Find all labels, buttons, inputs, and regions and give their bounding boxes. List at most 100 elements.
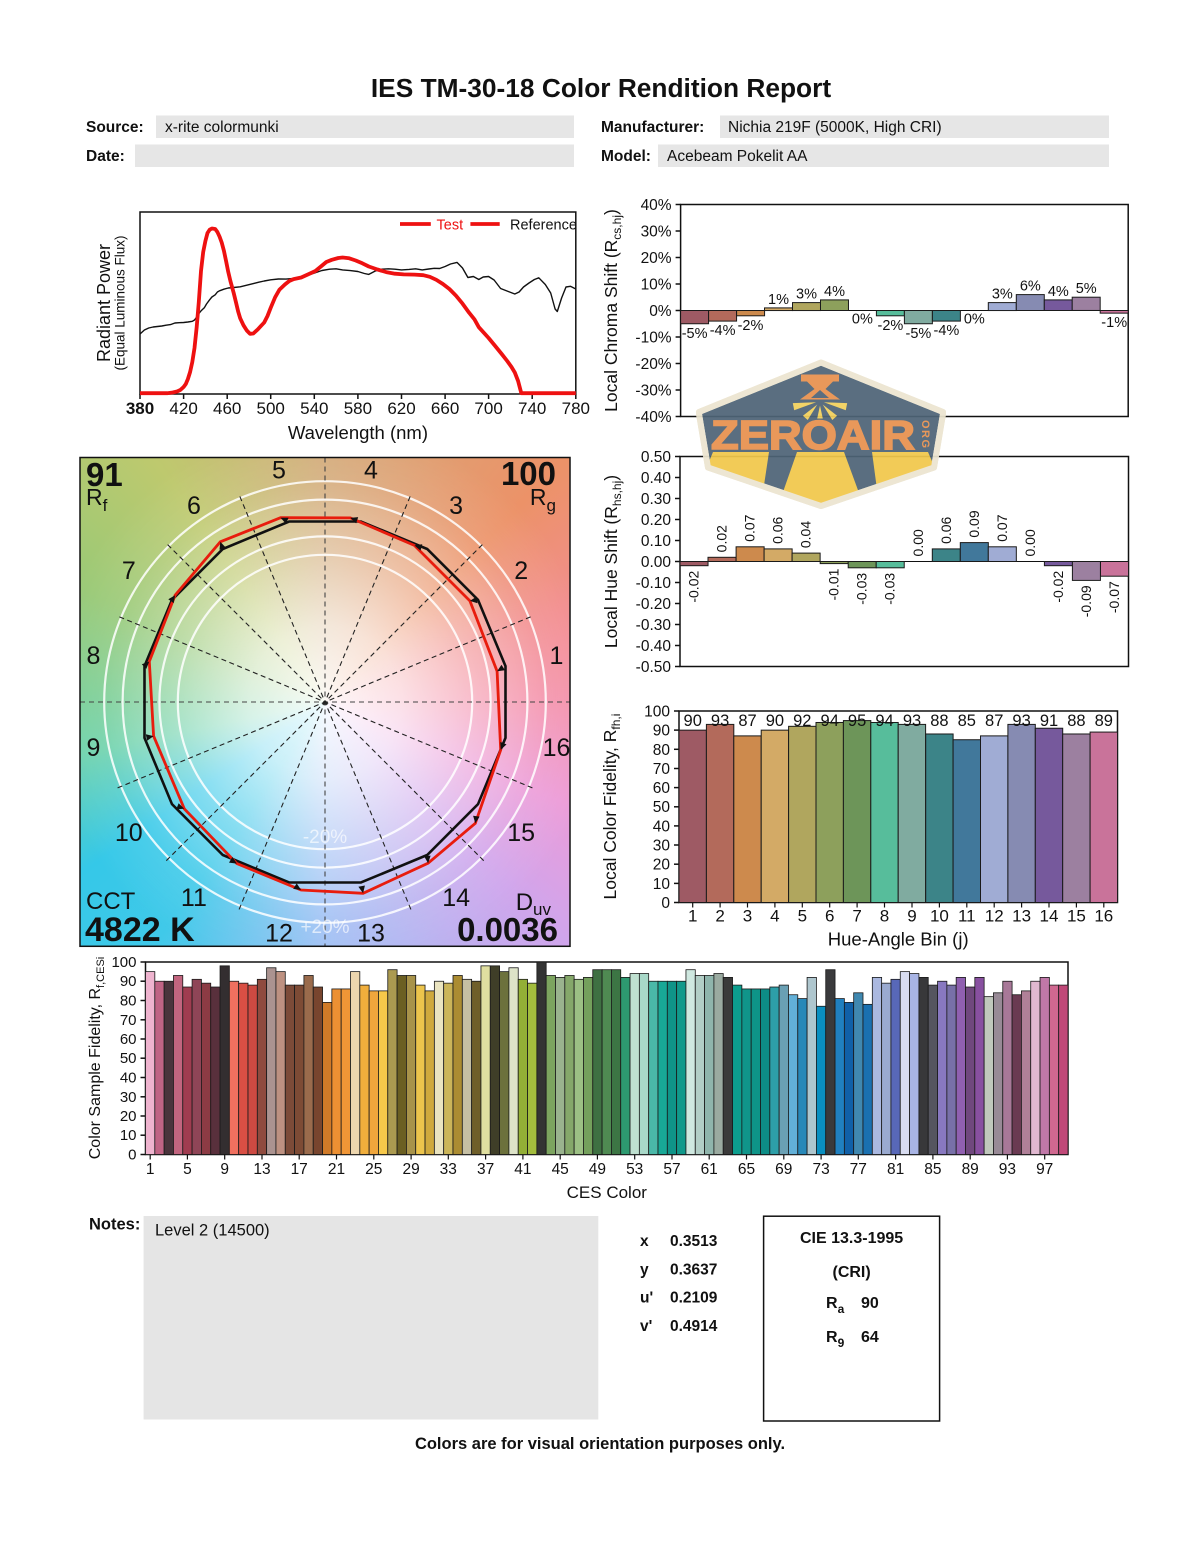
svg-text:93: 93 — [1012, 712, 1030, 730]
svg-text:0.3513: 0.3513 — [670, 1233, 718, 1250]
svg-text:16: 16 — [1094, 907, 1113, 926]
svg-text:0.30: 0.30 — [641, 491, 672, 508]
svg-text:93: 93 — [999, 1161, 1016, 1178]
svg-text:Local Hue Shift (Rhs,hj): Local Hue Shift (Rhs,hj) — [601, 475, 624, 648]
svg-text:Wavelength (nm): Wavelength (nm) — [288, 422, 428, 443]
svg-text:-4%: -4% — [710, 323, 736, 339]
svg-text:Colors are for visual orientat: Colors are for visual orientation purpos… — [415, 1435, 785, 1453]
svg-text:380: 380 — [126, 399, 154, 418]
svg-text:4: 4 — [364, 457, 378, 485]
svg-text:94: 94 — [821, 712, 839, 730]
svg-text:100: 100 — [644, 704, 670, 721]
svg-text:89: 89 — [1095, 712, 1113, 730]
svg-text:87: 87 — [738, 712, 756, 730]
svg-text:25: 25 — [365, 1161, 382, 1178]
svg-text:2: 2 — [715, 907, 724, 926]
svg-text:Reference: Reference — [510, 218, 577, 234]
svg-text:87: 87 — [985, 712, 1003, 730]
svg-text:6: 6 — [825, 907, 834, 926]
svg-text:-0.03: -0.03 — [854, 573, 870, 605]
svg-text:0.04: 0.04 — [798, 521, 814, 548]
svg-text:65: 65 — [738, 1161, 755, 1178]
svg-text:8: 8 — [87, 642, 101, 670]
svg-text:73: 73 — [812, 1161, 829, 1178]
svg-text:3%: 3% — [796, 287, 817, 303]
svg-text:500: 500 — [257, 399, 285, 418]
svg-text:90: 90 — [766, 712, 784, 730]
svg-text:-20%: -20% — [635, 356, 671, 373]
svg-text:-5%: -5% — [906, 326, 932, 342]
svg-text:Radiant Power: Radiant Power — [94, 244, 114, 362]
svg-text:10: 10 — [120, 1127, 137, 1144]
svg-text:v': v' — [640, 1318, 652, 1335]
svg-text:(CRI): (CRI) — [832, 1264, 870, 1281]
svg-text:620: 620 — [387, 399, 415, 418]
svg-text:1: 1 — [688, 907, 697, 926]
svg-text:-2%: -2% — [878, 318, 904, 334]
svg-text:41: 41 — [514, 1161, 531, 1178]
svg-text:Rf: Rf — [86, 484, 108, 515]
svg-text:3: 3 — [449, 492, 463, 520]
svg-text:9: 9 — [87, 734, 101, 762]
svg-text:91: 91 — [86, 456, 123, 493]
svg-text:740: 740 — [518, 399, 546, 418]
svg-text:13: 13 — [357, 920, 385, 948]
svg-text:0%: 0% — [852, 312, 873, 328]
svg-text:40: 40 — [120, 1070, 137, 1087]
svg-text:-0.50: -0.50 — [636, 659, 672, 676]
svg-text:-30%: -30% — [635, 383, 671, 400]
svg-text:Hue-Angle Bin (j): Hue-Angle Bin (j) — [828, 929, 969, 950]
svg-text:-1%: -1% — [1101, 315, 1127, 331]
svg-text:-0.10: -0.10 — [636, 575, 672, 592]
svg-text:15: 15 — [507, 819, 535, 847]
svg-text:-40%: -40% — [635, 409, 671, 426]
svg-text:81: 81 — [887, 1161, 904, 1178]
svg-text:Source:: Source: — [86, 119, 144, 136]
svg-text:57: 57 — [663, 1161, 680, 1178]
svg-text:100: 100 — [111, 954, 136, 971]
svg-text:69: 69 — [775, 1161, 792, 1178]
svg-text:4%: 4% — [1048, 284, 1069, 300]
svg-text:420: 420 — [169, 399, 197, 418]
svg-text:90: 90 — [861, 1295, 879, 1312]
svg-text:7: 7 — [122, 557, 136, 585]
svg-text:780: 780 — [562, 399, 590, 418]
svg-text:50: 50 — [653, 799, 671, 816]
svg-text:-0.09: -0.09 — [1078, 585, 1094, 617]
svg-text:88: 88 — [1067, 712, 1085, 730]
svg-text:ZEROAIR: ZEROAIR — [711, 412, 915, 458]
svg-text:21: 21 — [328, 1161, 345, 1178]
svg-text:3%: 3% — [992, 287, 1013, 303]
svg-text:-4%: -4% — [934, 323, 960, 339]
svg-text:4%: 4% — [824, 284, 845, 300]
svg-text:10: 10 — [930, 907, 949, 926]
svg-text:77: 77 — [850, 1161, 867, 1178]
svg-text:0: 0 — [661, 895, 670, 912]
svg-text:10: 10 — [653, 876, 671, 893]
svg-text:20: 20 — [120, 1108, 137, 1125]
svg-text:0.10: 0.10 — [641, 533, 672, 550]
svg-text:94: 94 — [875, 712, 893, 730]
svg-text:0.2109: 0.2109 — [670, 1290, 718, 1307]
svg-text:95: 95 — [848, 712, 866, 730]
svg-text:0.3637: 0.3637 — [670, 1261, 717, 1278]
svg-text:-0.20: -0.20 — [636, 596, 672, 613]
svg-text:0.4914: 0.4914 — [670, 1318, 718, 1335]
svg-text:0.07: 0.07 — [994, 514, 1010, 541]
svg-text:29: 29 — [402, 1161, 419, 1178]
svg-text:0: 0 — [128, 1147, 136, 1164]
svg-text:90: 90 — [684, 712, 702, 730]
svg-text:6: 6 — [187, 492, 201, 520]
svg-text:Test: Test — [437, 218, 464, 234]
svg-text:0.20: 0.20 — [641, 512, 672, 529]
svg-text:97: 97 — [1036, 1161, 1053, 1178]
svg-text:0.07: 0.07 — [742, 514, 758, 541]
svg-text:Local Color Fidelity, Rfh,i: Local Color Fidelity, Rfh,i — [600, 714, 623, 900]
svg-text:-0.02: -0.02 — [686, 571, 702, 603]
svg-text:10%: 10% — [641, 277, 672, 294]
svg-text:64: 64 — [861, 1329, 879, 1346]
svg-text:1: 1 — [146, 1161, 155, 1178]
svg-text:33: 33 — [440, 1161, 457, 1178]
svg-text:0%: 0% — [964, 312, 985, 328]
svg-text:45: 45 — [552, 1161, 569, 1178]
